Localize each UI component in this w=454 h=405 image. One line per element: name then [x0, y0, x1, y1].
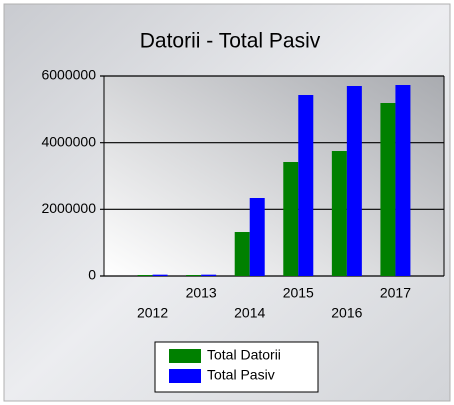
bar [298, 95, 314, 276]
x-tick-label: 2016 [331, 305, 362, 321]
bar [249, 198, 265, 276]
bar [186, 275, 202, 276]
y-tick-label: 2000000 [41, 200, 96, 216]
bar [395, 85, 411, 276]
legend-label: Total Datorii [207, 347, 281, 363]
x-tick-label: 2015 [283, 285, 314, 301]
legend-swatch [169, 349, 201, 363]
bar [380, 103, 396, 276]
x-tick-label: 2012 [137, 305, 168, 321]
chart-title: Datorii - Total Pasiv [140, 30, 321, 53]
bar [152, 274, 168, 276]
y-tick-label: 4000000 [41, 133, 96, 149]
bar [331, 151, 347, 276]
legend-swatch [169, 369, 201, 383]
x-tick-label: 2017 [380, 285, 411, 301]
y-tick-label: 6000000 [41, 67, 96, 83]
bar [346, 86, 362, 276]
bar [201, 274, 217, 276]
bar [283, 162, 299, 276]
bar [234, 232, 250, 276]
legend-label: Total Pasiv [207, 367, 275, 383]
x-tick-label: 2014 [234, 305, 265, 321]
x-tick-label: 2013 [186, 285, 217, 301]
y-tick-label: 0 [88, 267, 96, 283]
bar [137, 275, 153, 276]
